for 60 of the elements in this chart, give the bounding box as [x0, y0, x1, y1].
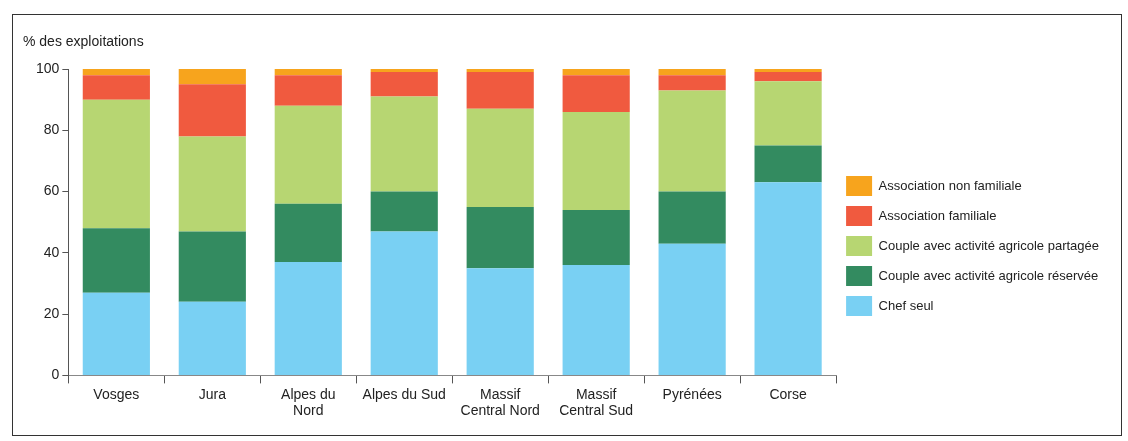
- bar: [274, 203, 342, 263]
- y-tick-label: 60: [43, 182, 60, 199]
- bar: [658, 243, 726, 375]
- x-tick-label: Alpes du Sud: [362, 385, 446, 402]
- legend-label: Couple avec activité agricole réservée: [878, 267, 1099, 283]
- bar: [466, 69, 534, 73]
- bar: [754, 182, 822, 375]
- legend-label: Couple avec activité agricole partagée: [878, 237, 1100, 253]
- x-tick-label: Massif Central Nord: [460, 385, 540, 419]
- bar: [658, 191, 726, 244]
- y-tick-label: 20: [43, 304, 60, 321]
- bar: [370, 69, 438, 73]
- bar: [178, 136, 246, 232]
- y-tick-label: 0: [51, 366, 60, 383]
- bar: [466, 108, 534, 207]
- bar: [370, 72, 438, 97]
- bar: [370, 96, 438, 192]
- bar: [370, 191, 438, 232]
- bar: [274, 75, 342, 106]
- x-tick-label: Jura: [198, 385, 227, 402]
- x-tick-label: Massif Central Sud: [559, 385, 634, 419]
- bar: [82, 75, 150, 100]
- bar: [658, 75, 726, 91]
- bar: [562, 75, 630, 112]
- bar: [658, 90, 726, 192]
- bar: [370, 231, 438, 375]
- bar: [562, 111, 630, 210]
- x-tick-label: Pyrénées: [662, 385, 722, 402]
- y-axis-title: % des exploitations: [23, 32, 144, 49]
- bar: [754, 72, 822, 82]
- bar: [274, 262, 342, 375]
- bar: [754, 81, 822, 146]
- bar: [274, 105, 342, 204]
- legend-label: Association non familiale: [878, 177, 1022, 193]
- bar: [754, 69, 822, 73]
- bar: [178, 69, 246, 85]
- bar: [82, 99, 150, 229]
- bar: [562, 265, 630, 375]
- x-tick-label: Alpes du Nord: [281, 385, 336, 419]
- y-tick-label: 100: [36, 59, 60, 76]
- bar: [658, 69, 726, 76]
- bar: [82, 228, 150, 293]
- bar: [274, 69, 342, 76]
- bar: [466, 206, 534, 269]
- bar: [562, 69, 630, 76]
- bar: [466, 72, 534, 109]
- bar: [178, 301, 246, 375]
- y-tick-label: 40: [43, 243, 60, 260]
- bar: [178, 231, 246, 302]
- legend-label: Chef seul: [878, 297, 934, 313]
- bar: [562, 209, 630, 266]
- x-tick-label: Vosges: [93, 385, 140, 402]
- bar: [178, 84, 246, 137]
- x-tick-label: Corse: [769, 385, 807, 402]
- bar: [82, 69, 150, 76]
- bar: [466, 268, 534, 375]
- bar: [82, 292, 150, 375]
- bar: [754, 145, 822, 183]
- legend-label: Association familiale: [878, 207, 997, 223]
- y-tick-label: 80: [43, 121, 60, 138]
